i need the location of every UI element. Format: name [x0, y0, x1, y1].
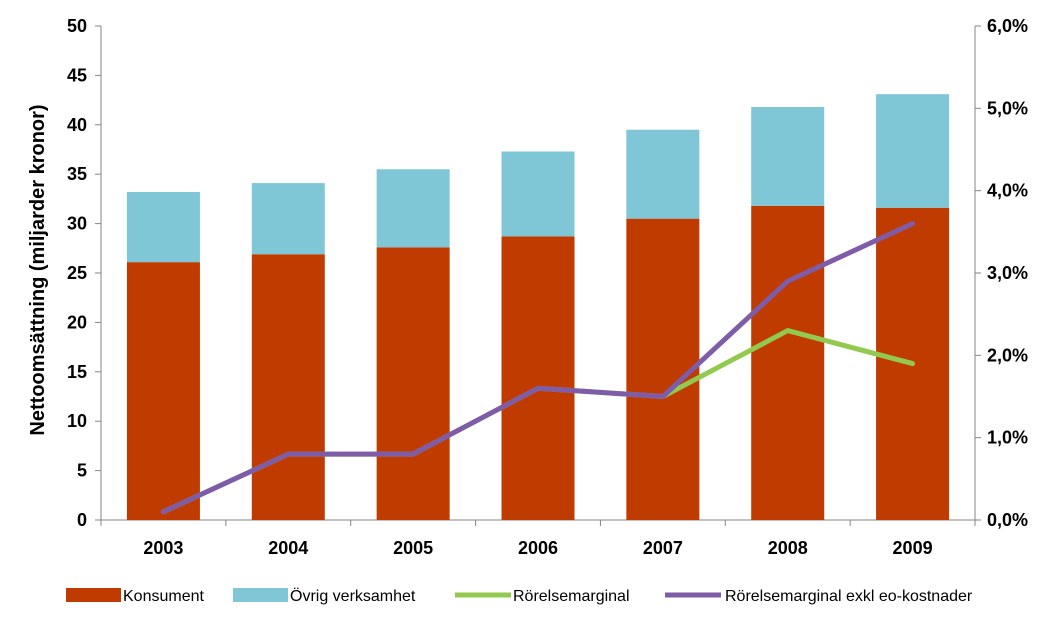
x-tick-label: 2005 — [393, 538, 433, 558]
legend-rorelsemarginal-label: Rörelsemarginal — [513, 588, 630, 605]
bar-konsument-2003 — [126, 262, 200, 520]
bar-konsument-2005 — [376, 247, 450, 520]
left-tick-label: 35 — [67, 164, 87, 184]
left-tick-label: 15 — [67, 362, 87, 382]
left-tick-label: 40 — [67, 115, 87, 135]
bar-ovrig-2003 — [126, 191, 200, 263]
left-tick-label: 0 — [77, 510, 87, 530]
x-tick-label: 2003 — [143, 538, 183, 558]
x-tick-label: 2009 — [893, 538, 933, 558]
x-tick-label: 2006 — [518, 538, 558, 558]
bar-konsument-2008 — [751, 205, 825, 521]
legend-ovrig-verksamhet-label: Övrig verksamhet — [290, 587, 416, 605]
bar-ovrig-2008 — [751, 107, 825, 206]
left-tick-label: 10 — [67, 411, 87, 431]
line-rorelsemarginal-exkl-eo — [160, 221, 916, 515]
line-series-group — [160, 221, 916, 515]
bar-ovrig-2009 — [876, 94, 950, 208]
right-tick-label: 1,0% — [987, 428, 1028, 448]
bar-ovrig-2005 — [376, 169, 450, 248]
legend-ovrig-verksamhet-swatch — [233, 588, 288, 602]
left-tick-label: 30 — [67, 214, 87, 234]
bar-ovrig-2007 — [626, 129, 700, 219]
x-tick-label: 2004 — [268, 538, 308, 558]
legend-konsument-swatch — [66, 588, 121, 602]
legend-rorelsemarginal-exkl-eo-label: Rörelsemarginal exkl eo-kostnader — [725, 588, 973, 605]
left-tick-label: 25 — [67, 263, 87, 283]
bar-konsument-2004 — [251, 254, 325, 520]
right-tick-label: 6,0% — [987, 16, 1028, 36]
x-axis: 2003 2004 2005 2006 2007 2008 2009 — [100, 519, 976, 558]
legend: Konsument Övrig verksamhet Rörelsemarginal… — [66, 587, 973, 605]
bar-ovrig-2004 — [251, 183, 325, 255]
right-tick-label: 0,0% — [987, 510, 1028, 530]
bar-ovrig-2006 — [501, 151, 575, 237]
right-tick-label: 3,0% — [987, 263, 1028, 283]
left-tick-label: 45 — [67, 65, 87, 85]
bar-konsument-2007 — [626, 218, 700, 520]
left-axis: 0 5 10 15 20 25 30 35 40 45 50 — [67, 16, 102, 530]
x-tick-label: 2008 — [768, 538, 808, 558]
left-tick-label: 5 — [77, 461, 87, 481]
right-tick-label: 4,0% — [987, 181, 1028, 201]
right-tick-label: 5,0% — [987, 98, 1028, 118]
right-tick-label: 2,0% — [987, 345, 1028, 365]
left-tick-label: 50 — [67, 16, 87, 36]
legend-konsument-label: Konsument — [123, 588, 204, 605]
bar-series-group — [126, 94, 950, 521]
x-tick-label: 2007 — [643, 538, 683, 558]
right-axis: 0,0% 1,0% 2,0% 3,0% 4,0% 5,0% 6,0% — [974, 16, 1028, 530]
left-tick-label: 20 — [67, 312, 87, 332]
y-axis-title: Nettoomsättning (miljarder kronor) — [27, 104, 49, 435]
bar-konsument-2006 — [501, 236, 575, 520]
